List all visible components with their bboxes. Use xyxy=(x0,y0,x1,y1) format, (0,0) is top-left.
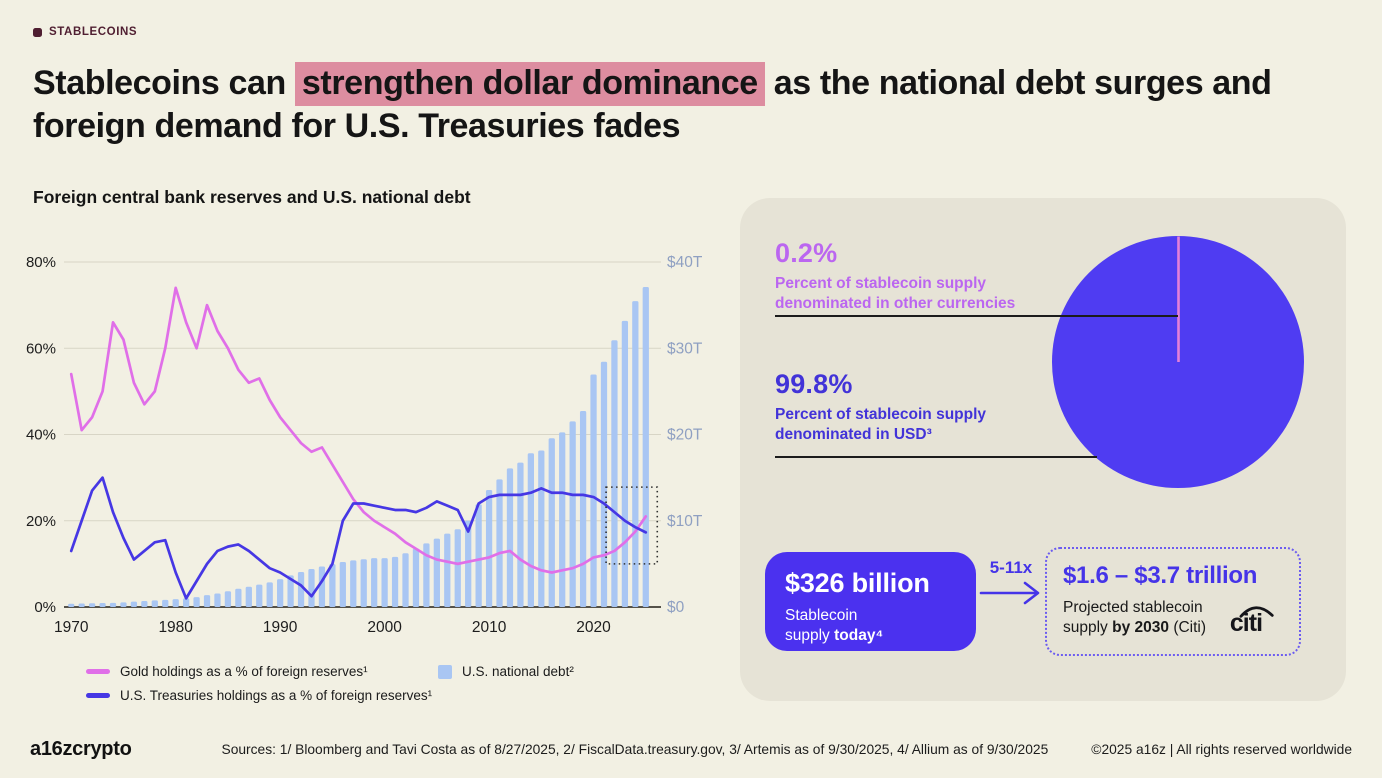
multiplier-label: 5-11x xyxy=(989,558,1033,577)
supply-today-label: Stablecoin supply today⁴ xyxy=(785,606,905,646)
svg-text:80%: 80% xyxy=(26,254,56,271)
citi-logo: citi xyxy=(1230,606,1274,637)
stat-value-usd: 99.8% xyxy=(775,369,853,399)
eyebrow-label: STABLECOINS xyxy=(49,26,138,38)
citi-logo-text: citi xyxy=(1230,609,1262,637)
stat-label-usd: Percent of stablecoin supply denominated… xyxy=(775,406,987,443)
stablecoins-square-icon xyxy=(33,27,42,37)
svg-text:20%: 20% xyxy=(26,513,56,530)
callout-line-other xyxy=(775,315,1178,317)
svg-text:1980: 1980 xyxy=(158,619,193,636)
svg-text:1990: 1990 xyxy=(263,619,298,636)
projection-value: $1.6 – $3.7 trillion xyxy=(1063,562,1258,589)
supply-today-value: $326 billion xyxy=(785,568,930,598)
legend-item-gold: Gold holdings as a % of foreign reserves… xyxy=(86,664,438,679)
chart-title: Foreign central bank reserves and U.S. n… xyxy=(33,187,471,207)
svg-text:$10T: $10T xyxy=(667,513,703,530)
page-title: Stablecoins can strengthen dollar domina… xyxy=(33,62,1323,148)
svg-text:40%: 40% xyxy=(26,427,56,444)
footer: a16zcrypto Sources: 1/ Bloomberg and Tav… xyxy=(30,738,1352,761)
svg-text:$30T: $30T xyxy=(667,340,703,357)
title-part1: Stablecoins can xyxy=(33,64,295,102)
stat-label-other-currencies: Percent of stablecoin supply denominated… xyxy=(775,275,1016,312)
svg-text:2000: 2000 xyxy=(367,619,402,636)
svg-text:2020: 2020 xyxy=(576,619,611,636)
title-part2: as the national debt surges and foreign … xyxy=(33,64,1272,145)
callout-line-usd xyxy=(775,456,1097,458)
legend-item-treasuries: U.S. Treasuries holdings as a % of forei… xyxy=(86,688,438,703)
stablecoin-panel: 0.2% Percent of stablecoin supply denomi… xyxy=(740,198,1346,701)
chart-area: 0% 20% 40% 60% 80% $0 $10T $20T $30T $40T 1970 1980… xyxy=(18,244,718,644)
supply-label-bold: today⁴ xyxy=(834,627,884,645)
arrow-right-icon xyxy=(978,576,1044,608)
svg-text:0%: 0% xyxy=(34,599,56,616)
svg-text:$20T: $20T xyxy=(667,427,703,444)
supply-label-prefix: Stablecoin supply xyxy=(785,607,858,645)
projection-row: Projected stablecoin supply by 2030 (Cit… xyxy=(1063,598,1283,638)
legend-label-treasuries: U.S. Treasuries holdings as a % of forei… xyxy=(120,688,433,703)
title-highlight: strengthen dollar dominance xyxy=(294,62,765,106)
chart-legend: Gold holdings as a % of foreign reserves… xyxy=(86,664,686,703)
legend-swatch-gold xyxy=(86,669,110,674)
reserves-debt-chart: 0% 20% 40% 60% 80% $0 $10T $20T $30T $40T 1970 1980… xyxy=(26,254,703,636)
footer-copyright: ©2025 a16z | All rights reserved worldwi… xyxy=(1091,742,1352,757)
legend-swatch-treasuries xyxy=(86,693,110,698)
svg-text:1970: 1970 xyxy=(54,619,89,636)
pie-chart xyxy=(1051,235,1305,489)
a16zcrypto-logo: a16zcrypto xyxy=(30,738,132,760)
svg-text:60%: 60% xyxy=(26,340,56,357)
legend-label-debt: U.S. national debt² xyxy=(462,664,574,679)
svg-text:$0: $0 xyxy=(667,599,685,616)
eyebrow: STABLECOINS xyxy=(33,26,137,38)
supply-today-card: $326 billion Stablecoin supply today⁴ xyxy=(765,552,976,651)
svg-text:2010: 2010 xyxy=(472,619,507,636)
stat-value-other-currencies: 0.2% xyxy=(775,238,838,268)
projection-label-prefix: Projected stablecoin supply xyxy=(1063,599,1203,637)
projection-label-bold: by 2030 xyxy=(1112,619,1170,637)
projection-label-suffix: (Citi) xyxy=(1169,619,1207,637)
legend-swatch-debt xyxy=(438,664,452,679)
projection-card: $1.6 – $3.7 trillion Projected stablecoi… xyxy=(1045,547,1301,656)
footer-sources: Sources: 1/ Bloomberg and Tavi Costa as … xyxy=(221,742,1049,757)
projection-label: Projected stablecoin supply by 2030 (Cit… xyxy=(1063,598,1222,638)
legend-item-debt: U.S. national debt² xyxy=(438,664,686,679)
legend-label-gold: Gold holdings as a % of foreign reserves… xyxy=(120,664,368,679)
svg-text:$40T: $40T xyxy=(667,254,703,271)
